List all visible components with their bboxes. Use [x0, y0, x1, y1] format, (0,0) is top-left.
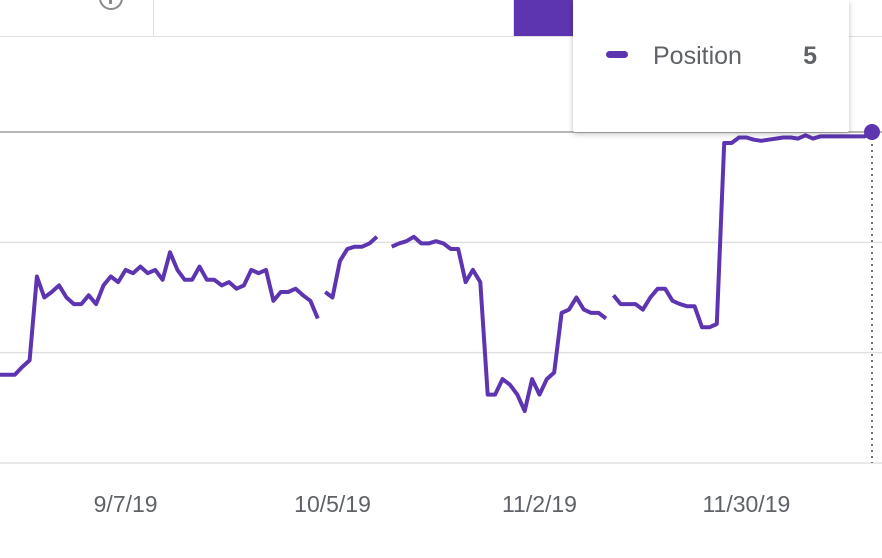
- x-tick-label: 9/7/19: [94, 491, 158, 517]
- series-line-segment: [323, 235, 379, 300]
- scorecard-clicks[interactable]: [0, 0, 154, 36]
- x-tick-label: 10/5/19: [294, 491, 371, 517]
- chart-tooltip: Position 5: [573, 0, 849, 132]
- chart-series: [0, 124, 880, 414]
- chart-gridlines: [0, 131, 882, 464]
- series-line-segment: [611, 130, 874, 330]
- x-tick-label: 11/2/19: [502, 491, 577, 517]
- x-tick-label: 11/30/19: [702, 491, 790, 517]
- x-axis-ticks: 9/7/19 10/5/19 11/2/19 11/30/19: [94, 491, 791, 517]
- legend-swatch-icon: [606, 51, 628, 58]
- series-line-segment: [0, 250, 320, 377]
- tooltip-series-label: Position: [653, 42, 742, 70]
- hover-point[interactable]: [864, 124, 880, 140]
- tooltip-series-value: 5: [803, 42, 817, 70]
- series-line-segment: [390, 234, 608, 414]
